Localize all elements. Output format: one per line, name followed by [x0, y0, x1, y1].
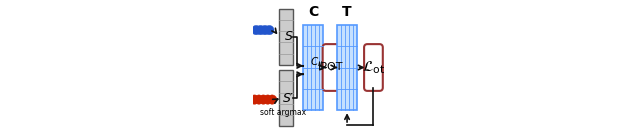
Text: IPOT: IPOT [318, 63, 344, 72]
Circle shape [254, 95, 264, 104]
Circle shape [260, 25, 269, 35]
FancyBboxPatch shape [279, 70, 293, 126]
Text: soft argmax: soft argmax [260, 108, 307, 117]
FancyBboxPatch shape [303, 25, 323, 110]
Text: S: S [284, 30, 292, 43]
Circle shape [263, 95, 273, 104]
FancyBboxPatch shape [323, 44, 339, 91]
Circle shape [252, 25, 261, 35]
Circle shape [256, 25, 265, 35]
Circle shape [268, 95, 277, 104]
Text: $C_{ij}$: $C_{ij}$ [310, 56, 323, 70]
Circle shape [259, 95, 268, 104]
FancyBboxPatch shape [337, 25, 356, 110]
FancyBboxPatch shape [279, 9, 293, 65]
FancyBboxPatch shape [364, 44, 383, 91]
Text: C: C [308, 5, 318, 19]
Circle shape [250, 95, 259, 104]
Circle shape [265, 25, 274, 35]
Text: T: T [342, 5, 352, 19]
Text: S′: S′ [283, 92, 294, 105]
Text: $\mathcal{L}_{\mathrm{ot}}$: $\mathcal{L}_{\mathrm{ot}}$ [362, 59, 385, 76]
